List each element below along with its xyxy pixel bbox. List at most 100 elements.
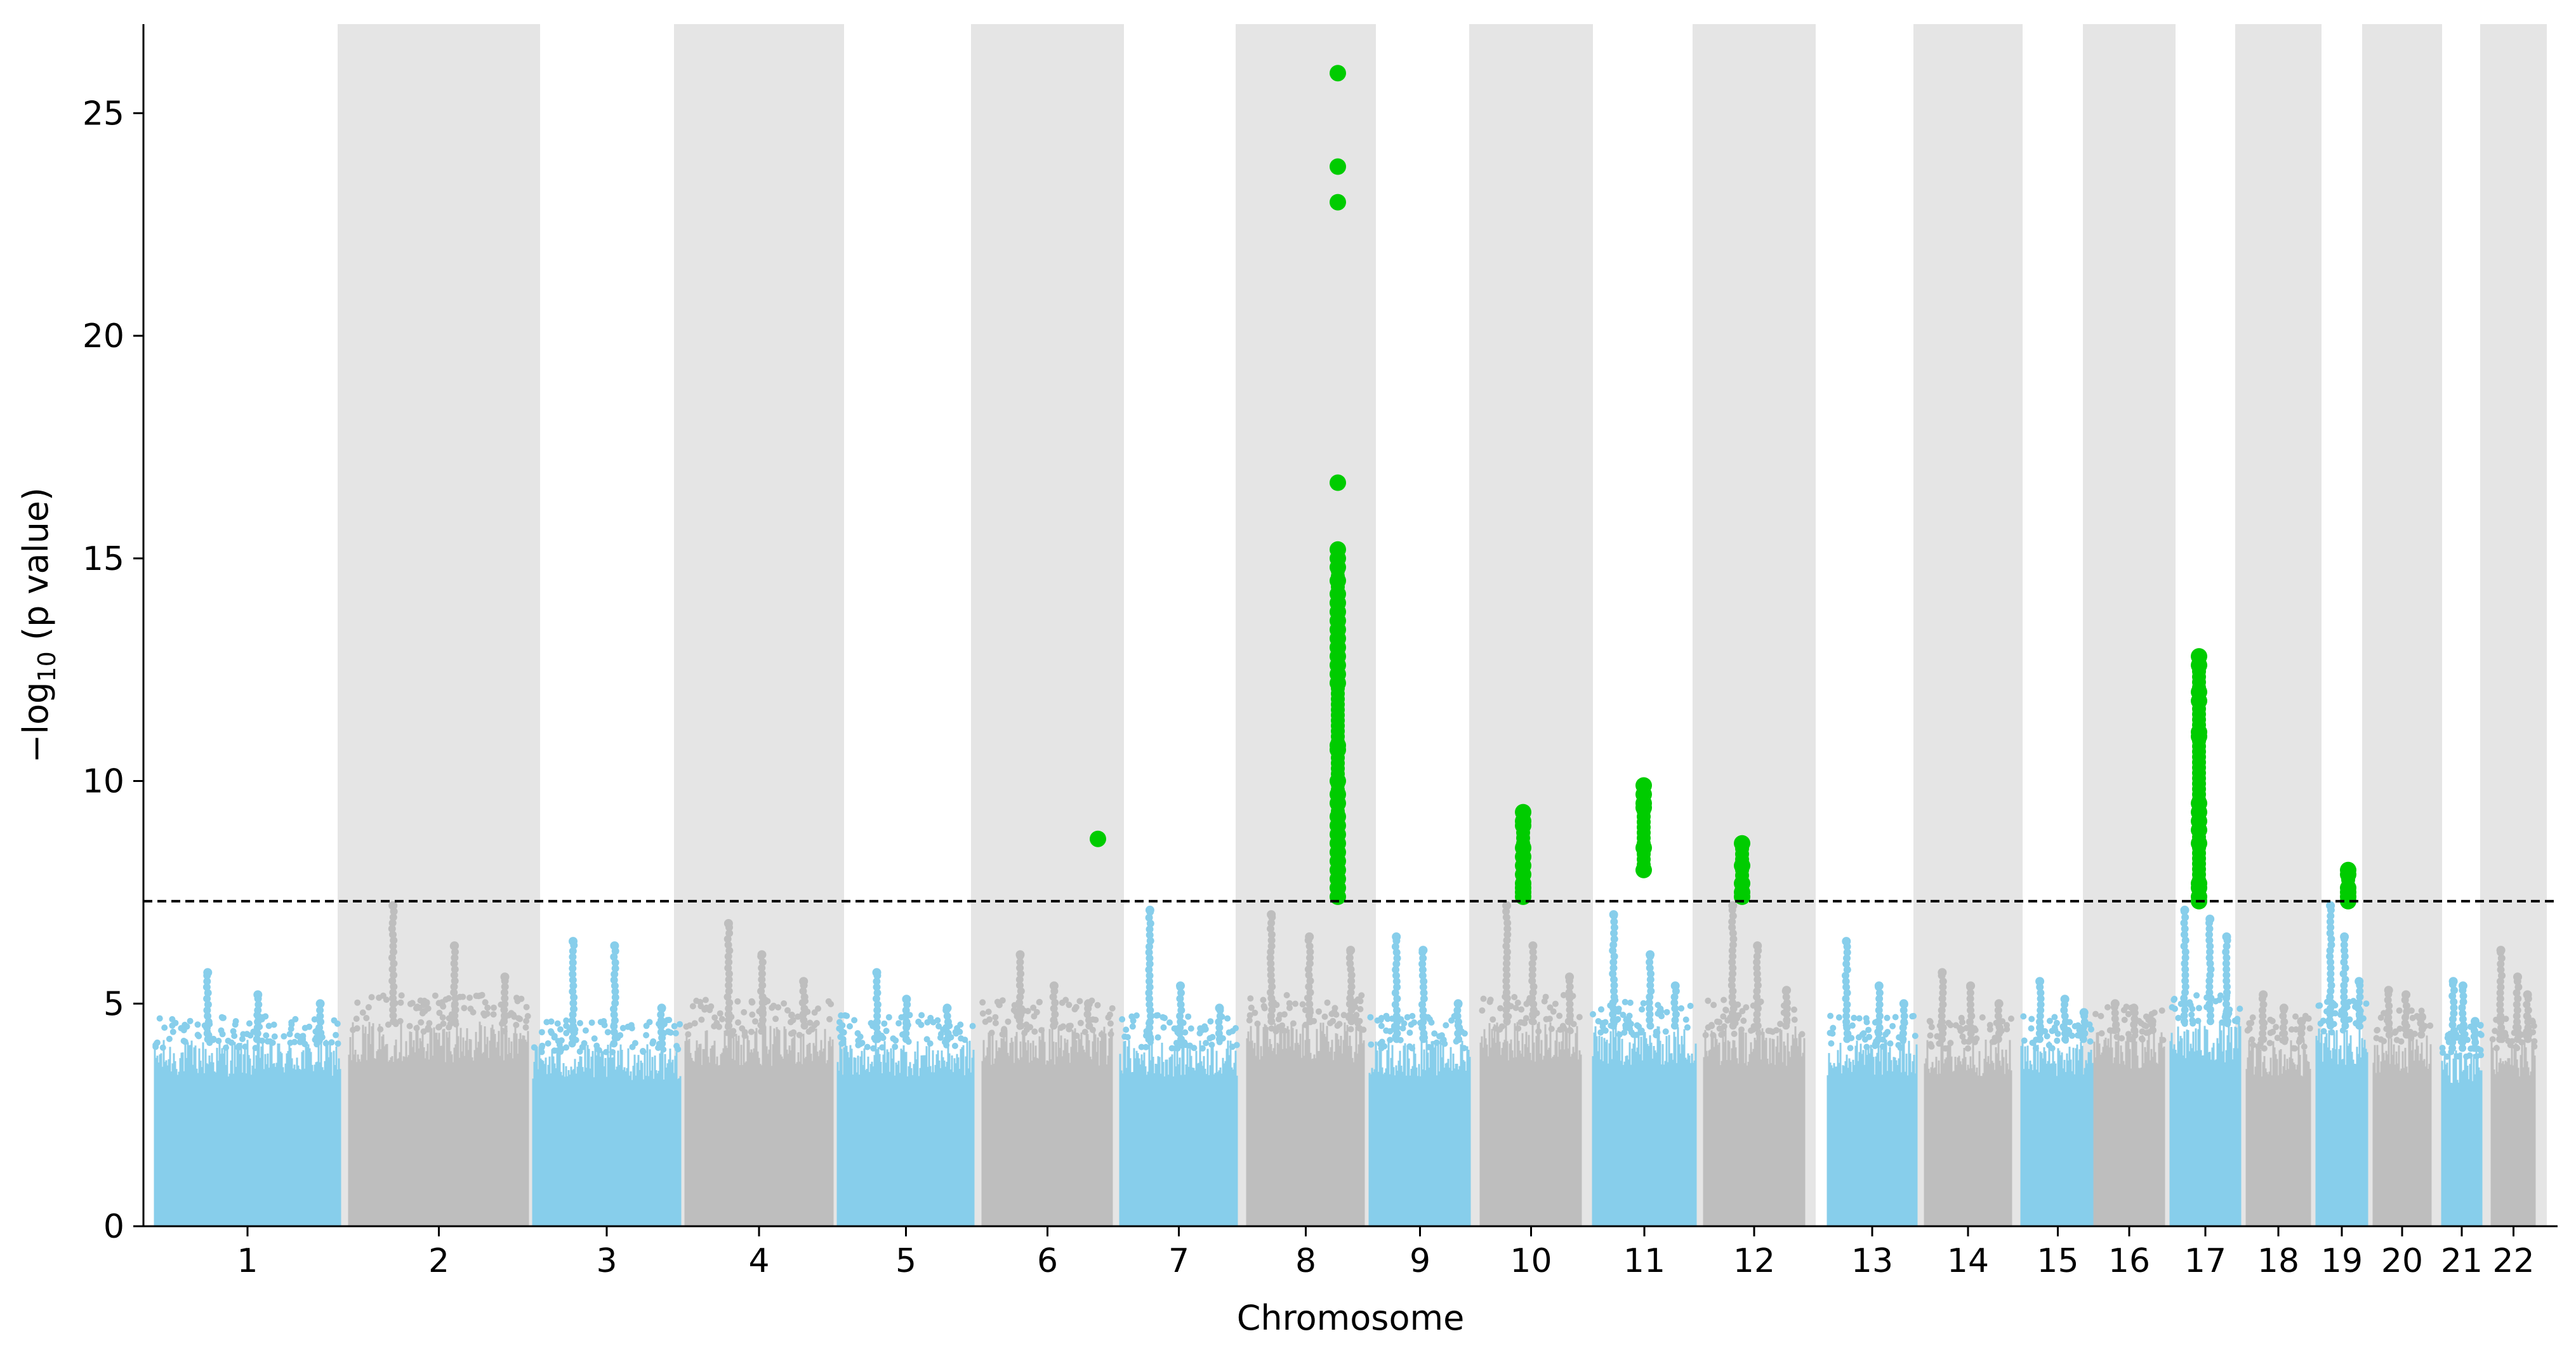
snp-peak-point	[1502, 913, 1510, 922]
snp-peak-point	[1528, 971, 1536, 979]
snp-peak-point	[610, 953, 618, 961]
snp-point	[1081, 1028, 1088, 1035]
snp-point	[1897, 1044, 1904, 1051]
x-axis-label: Chromosome	[1237, 1298, 1465, 1338]
snp-point	[935, 1023, 942, 1029]
snp-point	[1865, 1026, 1872, 1033]
snp-peak-point	[1842, 1018, 1851, 1026]
snp-point	[1722, 1007, 1729, 1014]
snp-peak-top	[203, 968, 213, 977]
snp-point	[461, 1005, 468, 1012]
snp-peak-point	[2259, 1012, 2267, 1020]
snp-point	[1185, 1013, 1192, 1020]
snp-point	[2219, 1019, 2226, 1026]
snp-point	[300, 1035, 307, 1042]
snp-point	[2477, 1047, 2484, 1054]
snp-point	[1208, 1042, 1215, 1049]
snp-point	[1738, 1026, 1745, 1033]
snp-point	[1518, 1006, 1525, 1013]
snp-peak-point	[2401, 1019, 2409, 1028]
snp-point	[1958, 1026, 1965, 1033]
snp-point	[473, 993, 480, 999]
snp-peak-point	[902, 1012, 910, 1020]
snp-peak-top	[2180, 905, 2190, 915]
snp-peak-point	[1938, 995, 1946, 1003]
y-tick-label: 20	[83, 317, 124, 355]
snp-peak-point	[389, 930, 397, 939]
snp-peak-point	[873, 1012, 882, 1020]
snp-point	[1299, 1001, 1306, 1008]
snp-point	[1765, 1028, 1772, 1035]
snp-point	[359, 1009, 366, 1016]
snp-point	[1005, 1018, 1012, 1025]
y-tick-label: 10	[83, 763, 124, 801]
snp-peak-point	[1754, 1005, 1762, 1012]
snp-point	[2054, 1030, 2061, 1037]
snp-point	[2098, 1030, 2105, 1037]
snp-point	[2328, 1029, 2335, 1036]
snp-point	[406, 1022, 413, 1029]
snp-peak-point	[2326, 946, 2334, 955]
snp-point	[2305, 1015, 2312, 1022]
snp-peak-point	[1728, 918, 1736, 926]
snp-peak-point	[725, 998, 734, 1007]
snp-peak-point	[1050, 1005, 1058, 1012]
snp-peak-point	[1646, 981, 1655, 989]
snp-peak-top	[1994, 999, 2004, 1009]
snp-peak-point	[1995, 1024, 2004, 1032]
snp-peak-point	[2471, 1038, 2480, 1047]
snp-point	[1247, 995, 1254, 1002]
snp-point	[1828, 1040, 1835, 1047]
snp-peak-point	[2181, 983, 2190, 991]
significant-point	[1330, 795, 1346, 812]
snp-peak-point	[2037, 995, 2045, 1003]
snp-point	[2266, 1040, 2273, 1047]
snp-peak-point	[451, 1006, 459, 1014]
snp-point	[1066, 1002, 1073, 1009]
snp-point	[353, 1016, 360, 1022]
snp-point	[729, 1031, 736, 1038]
snp-peak-point	[611, 988, 619, 996]
significant-point	[1330, 158, 1346, 175]
chromosome-cloud-19	[2315, 901, 2370, 1226]
snp-peak-top	[1670, 981, 1680, 991]
snp-peak-point	[1146, 972, 1154, 980]
snp-point	[741, 1009, 748, 1016]
snp-peak-point	[204, 1000, 212, 1009]
snp-peak-point	[1729, 1022, 1737, 1030]
snp-point	[1378, 1015, 1385, 1021]
snp-point	[1060, 1023, 1067, 1030]
snp-point	[2393, 1036, 2400, 1043]
snp-peak-point	[1347, 977, 1356, 985]
significant-point	[2191, 657, 2207, 674]
snp-point	[1272, 1028, 1279, 1035]
snp-point	[979, 1010, 986, 1017]
snp-point	[513, 1021, 520, 1028]
snp-peak-point	[1610, 952, 1618, 960]
snp-point	[1368, 1041, 1375, 1048]
snp-peak-point	[943, 1035, 951, 1043]
snp-point	[2418, 1007, 2425, 1014]
snp-point	[416, 1004, 423, 1011]
snp-peak-point	[799, 1010, 807, 1019]
snp-peak-point	[2061, 1029, 2069, 1038]
snp-peak-point	[451, 977, 459, 985]
snp-point	[711, 1014, 718, 1021]
snp-point	[2172, 1005, 2178, 1012]
snp-peak-point	[1843, 948, 1851, 956]
snp-peak-point	[1672, 1010, 1680, 1019]
snp-peak-point	[2355, 998, 2363, 1007]
snp-point	[1252, 1009, 1258, 1016]
snp-point	[1233, 1042, 1240, 1049]
snp-peak-point	[1305, 971, 1313, 979]
snp-peak-top	[500, 972, 510, 982]
snp-peak-point	[611, 982, 619, 990]
snp-point	[286, 1031, 293, 1038]
snp-peak-point	[1609, 964, 1618, 972]
snp-peak-point	[725, 958, 733, 966]
snp-peak-point	[1875, 1012, 1884, 1020]
snp-point	[1000, 1027, 1007, 1034]
snp-point	[979, 999, 986, 1006]
snp-peak-point	[2223, 1006, 2231, 1014]
snp-peak-point	[1967, 1024, 1975, 1032]
